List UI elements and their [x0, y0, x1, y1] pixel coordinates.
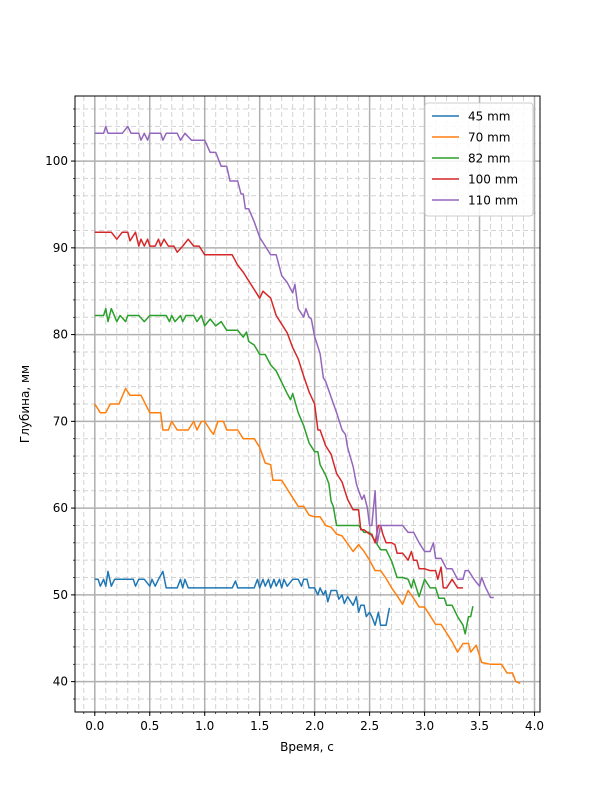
- y-tick-label: 40: [53, 675, 68, 689]
- legend-label: 45 mm: [468, 110, 510, 124]
- series-layer: [94, 125, 521, 685]
- legend-label: 110 mm: [468, 194, 518, 208]
- series-line-2: [94, 307, 474, 635]
- x-tick-label: 1.5: [250, 719, 269, 733]
- x-tick-label: 0.5: [140, 719, 159, 733]
- x-axis-label: Время, с: [280, 740, 334, 754]
- series-line-3: [94, 231, 463, 589]
- x-tick-label: 3.0: [415, 719, 434, 733]
- legend-box: [424, 102, 534, 217]
- series-line-1: [94, 387, 521, 685]
- series-line-0: [94, 570, 391, 626]
- x-tick-label: 2.5: [360, 719, 379, 733]
- y-axis-label: Глубина, мм: [18, 365, 32, 443]
- series-line-4: [94, 125, 494, 599]
- x-tick-label: 4.0: [525, 719, 544, 733]
- y-tick-label: 50: [53, 588, 68, 602]
- legend-label: 70 mm: [468, 131, 510, 145]
- x-tick-label: 3.5: [470, 719, 489, 733]
- y-tick-label: 100: [45, 154, 68, 168]
- legend: 45 mm 70 mm 82 mm 100 mm 110 mm: [424, 102, 534, 217]
- tick-labels: 0.0 0.5 1.0 1.5 2.0 2.5 3.0 3.5 4.0 40 50 60 70 80 90 1…: [45, 154, 544, 733]
- y-tick-label: 80: [53, 328, 68, 342]
- y-tick-label: 60: [53, 501, 68, 515]
- major-grid: [75, 96, 540, 712]
- ticks: [71, 108, 536, 716]
- y-tick-label: 70: [53, 414, 68, 428]
- x-tick-label: 1.0: [195, 719, 214, 733]
- legend-label: 82 mm: [468, 152, 510, 166]
- x-tick-label: 0.0: [85, 719, 104, 733]
- legend-label: 100 mm: [468, 173, 518, 187]
- x-tick-label: 2.0: [305, 719, 324, 733]
- y-tick-label: 90: [53, 241, 68, 255]
